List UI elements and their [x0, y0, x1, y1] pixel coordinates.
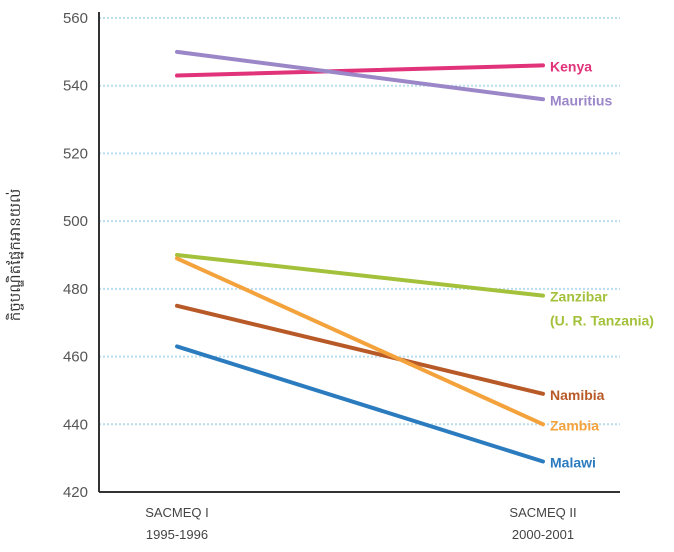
- y-tick-labels: 420 440 460 480 500 520 540 560: [63, 10, 88, 501]
- y-tick-label: 440: [63, 416, 88, 433]
- series-lines: [175, 49, 545, 464]
- series-label-zambia: Zambia: [550, 417, 599, 433]
- y-tick-label: 420: [63, 484, 88, 501]
- y-tick-label: 500: [63, 213, 88, 230]
- x-tick-label: 2000-2001: [512, 527, 574, 542]
- series-line-zanzibar-u-r-tanzania: [175, 253, 545, 298]
- x-tick-label: SACMEQ II: [509, 505, 576, 520]
- series-line-malawi: [175, 344, 545, 464]
- y-tick-label: 460: [63, 349, 88, 366]
- series-label-kenya: Kenya: [550, 58, 592, 74]
- axes: [98, 12, 620, 493]
- x-tick-label: 1995-1996: [146, 527, 208, 542]
- series-label-namibia: Namibia: [550, 387, 605, 403]
- y-tick-label: 520: [63, 145, 88, 162]
- series-line-namibia: [175, 303, 545, 396]
- y-tick-label: 480: [63, 281, 88, 298]
- series-line-zambia: [175, 256, 545, 427]
- series-label-malawi: Malawi: [550, 455, 596, 471]
- y-tick-label: 560: [63, 10, 88, 27]
- series-label-mauritius: Mauritius: [550, 92, 612, 108]
- series-line-kenya: [175, 63, 545, 78]
- series-label-zanzibar-u-r-tanzania: Zanzibar: [550, 289, 608, 305]
- grid-lines: [99, 17, 620, 426]
- series-line-mauritius: [175, 49, 545, 102]
- series-labels: Kenya Mauritius Zanzibar (U. R. Tanzania) Na…: [550, 58, 654, 470]
- y-tick-label: 540: [63, 78, 88, 95]
- x-tick-label: SACMEQ I: [145, 505, 209, 520]
- x-tick-labels: SACMEQ I 1995-1996 SACMEQ II 2000-2001: [145, 505, 576, 542]
- series-label-zanzibar-u-r-tanzania: (U. R. Tanzania): [550, 313, 654, 329]
- y-axis-label: កិច្ចបណ្ឌិតផ្នែកអានយល់: [5, 189, 24, 322]
